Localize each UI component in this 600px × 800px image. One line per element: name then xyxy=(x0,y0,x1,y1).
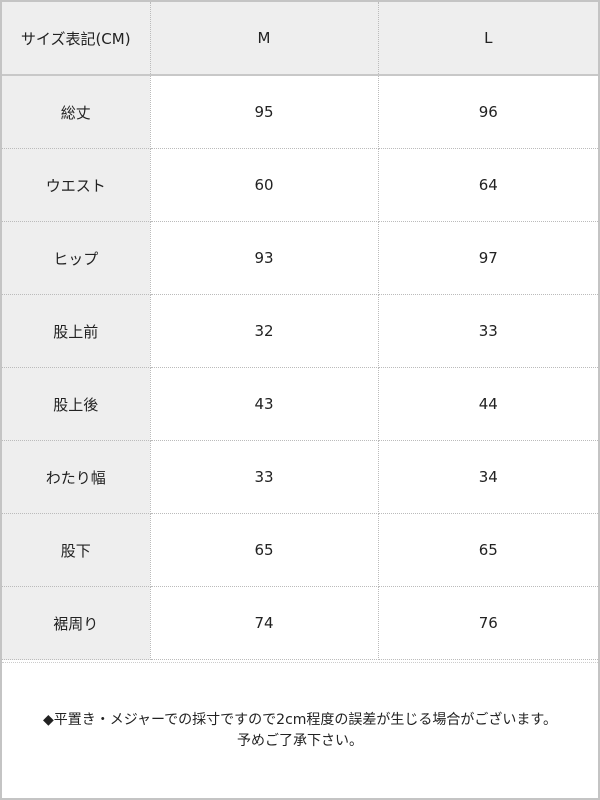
cell-l: 65 xyxy=(378,513,598,587)
measurement-note: ◆平置き・メジャーでの採寸ですので2cm程度の誤差が生じる場合がございます。 予… xyxy=(2,662,598,799)
table-row: わたり幅 33 34 xyxy=(2,440,598,514)
row-label: 股上前 xyxy=(2,294,151,368)
row-label: 股下 xyxy=(2,513,151,587)
note-line-1: ◆平置き・メジャーでの採寸ですので2cm程度の誤差が生じる場合がございます。 xyxy=(42,712,558,728)
row-label: 股上後 xyxy=(2,367,151,441)
cell-l: 34 xyxy=(378,440,598,514)
table-header-row: サイズ表記(CM) M L xyxy=(2,2,598,76)
row-label: ヒップ xyxy=(2,221,151,295)
cell-m: 43 xyxy=(150,367,379,441)
table-row: ウエスト 60 64 xyxy=(2,148,598,222)
size-table: サイズ表記(CM) M L 総丈 95 96 ウエスト 60 64 ヒップ 93 97 股上… xyxy=(2,2,598,660)
table-row: 股下 65 65 xyxy=(2,513,598,587)
row-label: わたり幅 xyxy=(2,440,151,514)
table-row: 裾周り 74 76 xyxy=(2,586,598,660)
table-row: 総丈 95 96 xyxy=(2,75,598,149)
table-row: 股上後 43 44 xyxy=(2,367,598,441)
cell-m: 93 xyxy=(150,221,379,295)
cell-m: 95 xyxy=(150,75,379,149)
cell-l: 96 xyxy=(378,75,598,149)
cell-m: 33 xyxy=(150,440,379,514)
cell-m: 74 xyxy=(150,586,379,660)
row-label: ウエスト xyxy=(2,148,151,222)
cell-l: 64 xyxy=(378,148,598,222)
header-size-m: M xyxy=(150,2,379,76)
cell-l: 97 xyxy=(378,221,598,295)
cell-m: 65 xyxy=(150,513,379,587)
cell-m: 60 xyxy=(150,148,379,222)
row-label: 総丈 xyxy=(2,75,151,149)
cell-l: 76 xyxy=(378,586,598,660)
header-size-l: L xyxy=(378,2,598,76)
table-row: ヒップ 93 97 xyxy=(2,221,598,295)
table-row: 股上前 32 33 xyxy=(2,294,598,368)
row-label: 裾周り xyxy=(2,586,151,660)
cell-l: 44 xyxy=(378,367,598,441)
cell-m: 32 xyxy=(150,294,379,368)
cell-l: 33 xyxy=(378,294,598,368)
note-line-2: 予めご了承下さい。 xyxy=(237,733,363,749)
header-size-label: サイズ表記(CM) xyxy=(2,2,151,76)
